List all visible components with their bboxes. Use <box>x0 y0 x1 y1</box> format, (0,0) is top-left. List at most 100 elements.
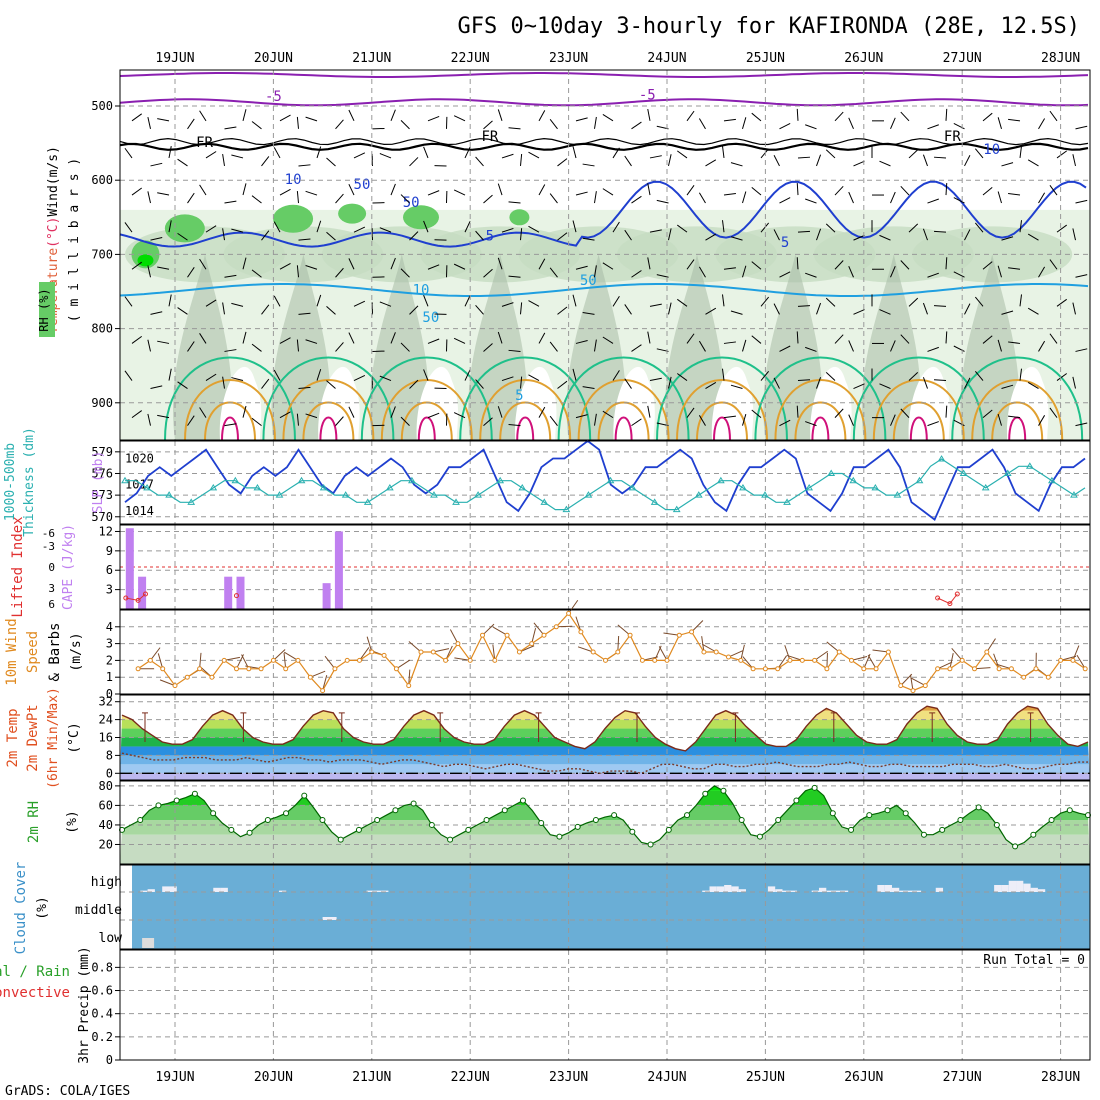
wind-barb <box>251 195 262 204</box>
wind-speed-point <box>234 666 239 672</box>
wind-barb <box>279 411 291 419</box>
wind-barb <box>945 405 948 418</box>
wind-tick-label: 3 <box>106 637 113 651</box>
contour-label: 50 <box>422 310 439 326</box>
rh-point <box>501 807 508 814</box>
cloud-high-bar <box>140 890 148 892</box>
wind-barb <box>261 378 270 389</box>
wind-barb <box>575 339 588 344</box>
wind-barb <box>279 188 291 196</box>
wind-speed-point <box>147 657 153 663</box>
wind-barb <box>922 228 928 241</box>
rh-point <box>173 797 180 804</box>
wind-barb <box>1056 150 1068 159</box>
temp-band <box>120 737 1090 747</box>
wind-barb <box>730 384 743 390</box>
date-label-top: 20JUN <box>254 51 293 66</box>
wind-barb <box>400 416 410 426</box>
wind-barb <box>779 197 791 204</box>
rh-shading-saturated <box>137 254 154 267</box>
wind-speed-point <box>713 649 719 655</box>
wind-barb <box>742 191 747 204</box>
wind-barb <box>324 655 336 670</box>
wind-label-c: (m/s) <box>69 632 84 671</box>
wind-barb <box>538 184 546 196</box>
panel-frame <box>119 949 1091 1061</box>
cape-label: CAPE (J/kg) <box>61 524 76 610</box>
wind-barb <box>187 118 195 130</box>
wind-barb <box>933 379 947 382</box>
wind-barb <box>528 300 540 307</box>
wind-barb <box>825 223 836 233</box>
wind-barb <box>508 127 521 130</box>
wind-barb <box>1019 368 1023 381</box>
wind-barb <box>475 305 484 315</box>
rh-band <box>120 790 1090 806</box>
cloud-high-bar <box>162 886 170 892</box>
wind-barb <box>335 342 344 352</box>
wind-barb <box>848 340 854 352</box>
date-label-bottom: 25JUN <box>746 1070 785 1085</box>
wind-barb <box>953 122 965 130</box>
rh-point <box>574 823 581 830</box>
contour-hot <box>909 416 928 441</box>
thickness-marker <box>363 498 372 505</box>
wind-barb <box>890 117 896 130</box>
thickness-marker <box>761 491 769 498</box>
rh-point <box>465 826 472 833</box>
precip-tick-label: 0.4 <box>91 1007 113 1021</box>
precip-label-a: Total / Rain <box>0 964 70 980</box>
rh-band <box>120 834 1090 864</box>
contour-warm <box>991 401 1044 441</box>
contour-warm <box>577 379 670 441</box>
rh-point <box>702 790 709 797</box>
wind-barb <box>528 374 540 381</box>
panel-frame <box>119 864 1091 950</box>
thickness-marker <box>871 483 880 491</box>
wind-barb <box>1001 236 1014 241</box>
wind-speed-point <box>553 624 559 630</box>
wind-speed-point <box>590 649 596 655</box>
wind-barb <box>305 339 318 344</box>
cloud-high-bar <box>782 890 790 892</box>
wind-barb <box>273 147 281 159</box>
wind-speed-point <box>1008 666 1014 672</box>
wind-speed-point <box>885 649 891 655</box>
panel-frame <box>119 780 1091 865</box>
rh-point <box>228 826 235 833</box>
thickness-marker <box>209 483 218 491</box>
wind-barb <box>594 116 597 129</box>
wind-barb <box>242 331 247 344</box>
cloud-high-bar <box>1023 883 1031 892</box>
wind-barb <box>449 629 459 644</box>
wind-barb <box>1038 340 1046 352</box>
wind-barb <box>908 149 919 159</box>
wind-barb <box>1075 274 1088 278</box>
wind-barb <box>483 194 493 204</box>
precip-tick-label: 0 <box>106 1053 113 1067</box>
wind-barb <box>305 265 318 270</box>
wind-barb <box>826 641 840 653</box>
wind-barb <box>408 669 411 686</box>
wind-barb <box>649 155 662 159</box>
wind-speed-point <box>270 657 276 663</box>
wind-barb <box>997 117 1002 129</box>
wind-label-b: Speed <box>25 631 41 673</box>
wind-barb <box>131 261 143 270</box>
wind-barb <box>834 185 844 196</box>
wind-barb <box>663 632 680 636</box>
wind-barb <box>751 335 762 344</box>
wind-barb <box>575 117 588 122</box>
run-total-label: Run Total = 0 <box>983 953 1085 968</box>
wind-barb <box>298 164 311 167</box>
wind-barb <box>408 641 422 653</box>
wind-barb <box>497 183 503 196</box>
wind-barb <box>721 368 725 381</box>
wind-barb <box>199 258 207 270</box>
wind-barb <box>273 649 286 661</box>
rh-fill-bands <box>120 785 1090 864</box>
wind-barb <box>1056 373 1068 381</box>
wind-barb <box>557 380 568 389</box>
date-label-top: 26JUN <box>844 51 883 66</box>
wind-barb <box>676 373 688 381</box>
